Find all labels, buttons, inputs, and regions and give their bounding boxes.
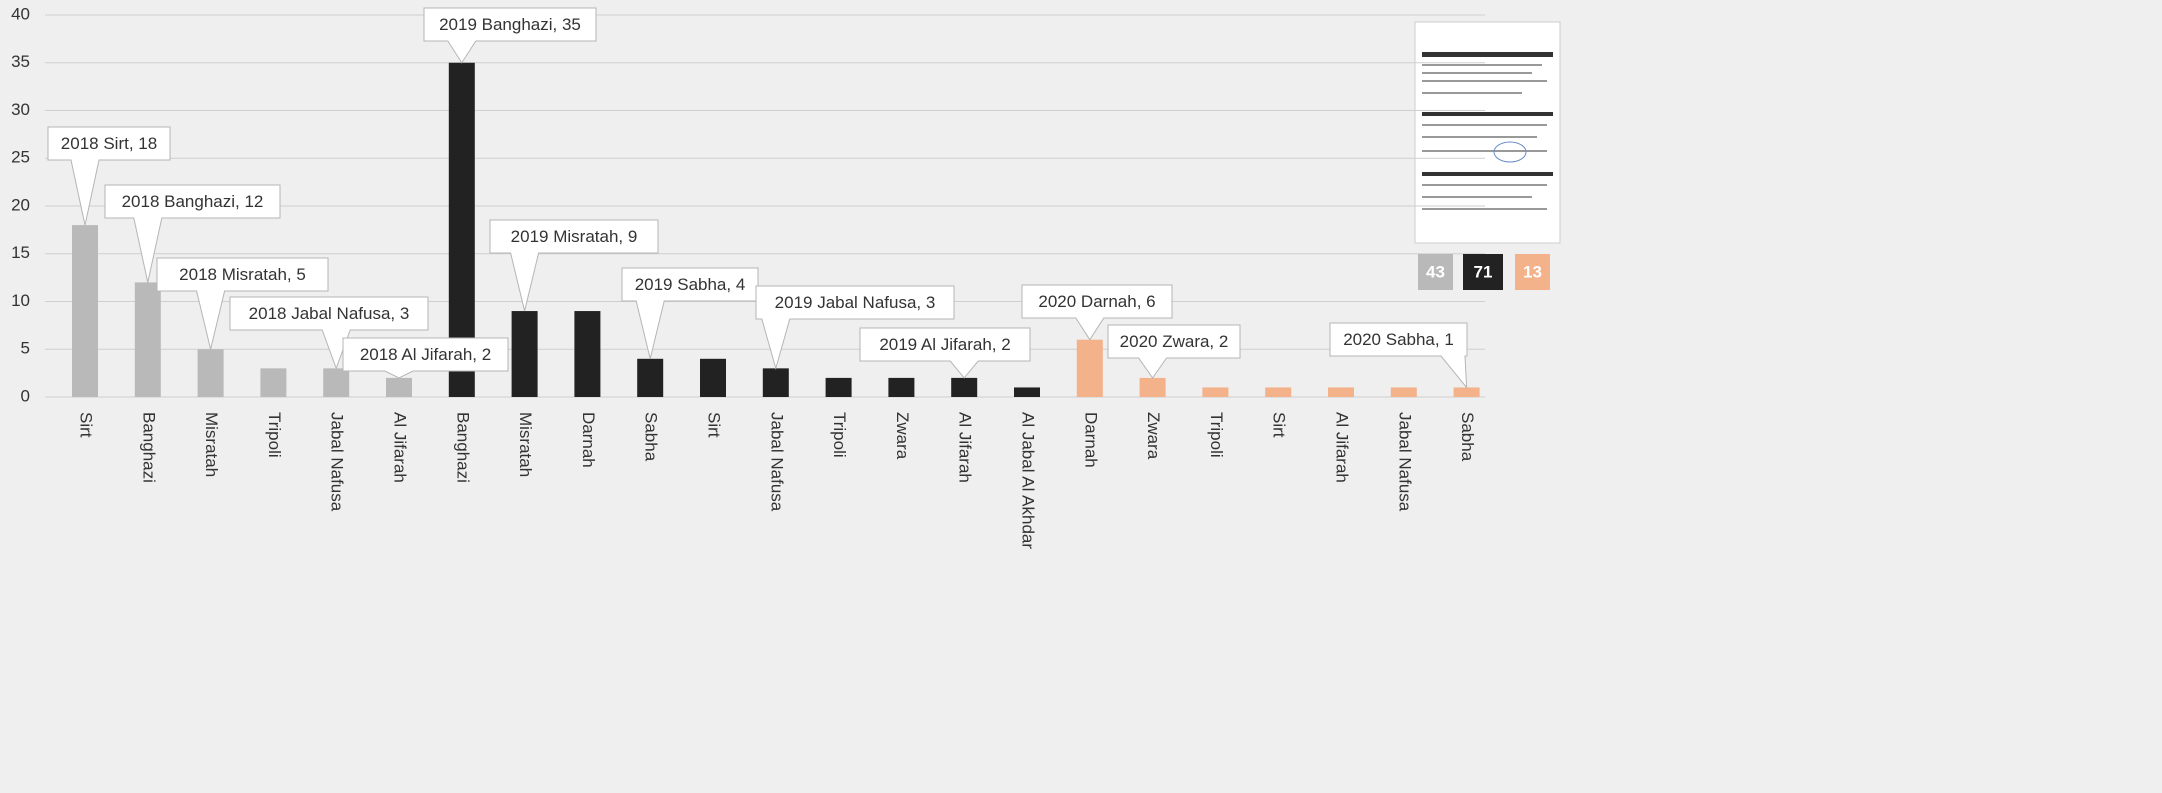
x-tick-label: Banghazi [139,412,158,483]
y-tick-label: 40 [11,4,30,23]
y-tick-label: 20 [11,195,30,214]
bar [763,368,789,397]
bar [574,311,600,397]
bar [700,359,726,397]
legend-total: 71 [1474,262,1493,281]
x-tick-label: Jabal Nafusa [328,412,347,512]
x-tick-label: Al Jifarah [956,412,975,483]
legend-total: 43 [1426,262,1445,281]
x-tick-label: Al Jabal Al Akhdar [1019,412,1038,549]
y-tick-label: 35 [11,52,30,71]
bar [1202,387,1228,397]
x-tick-label: Zwara [893,412,912,460]
data-label: 2019 Sabha, 4 [635,275,746,294]
document-thumbnail [1415,22,1560,243]
x-tick-label: Al Jifarah [391,412,410,483]
y-tick-label: 25 [11,148,30,167]
x-tick-label: Zwara [1144,412,1163,460]
bar [260,368,286,397]
data-label: 2018 Al Jifarah, 2 [360,345,491,364]
bar [951,378,977,397]
bar [1265,387,1291,397]
x-tick-label: Darnah [579,412,598,468]
bar [386,378,412,397]
x-tick-label: Tripoli [1207,412,1226,458]
x-tick-label: Al Jifarah [1333,412,1352,483]
bar [1014,387,1040,397]
data-label: 2018 Misratah, 5 [179,265,306,284]
data-label: 2019 Al Jifarah, 2 [879,335,1010,354]
data-label: 2019 Banghazi, 35 [439,15,581,34]
x-tick-label: Sabha [642,412,661,462]
legend-total: 13 [1523,262,1542,281]
bar [888,378,914,397]
bar [135,282,161,397]
bar [1140,378,1166,397]
data-label: 2020 Darnah, 6 [1038,292,1155,311]
x-tick-label: Banghazi [453,412,472,483]
data-label: 2018 Banghazi, 12 [122,192,264,211]
bar [72,225,98,397]
x-tick-label: Tripoli [830,412,849,458]
data-label: 2020 Zwara, 2 [1120,332,1229,351]
y-tick-label: 10 [11,291,30,310]
bar [323,368,349,397]
bar [198,349,224,397]
bar [512,311,538,397]
bar [1454,387,1480,397]
x-tick-label: Sirt [1270,412,1289,438]
x-tick-label: Sirt [705,412,724,438]
y-tick-label: 0 [21,386,30,405]
chart: 0 5 10 15 20 25 30 35 40 Sirt Banghazi Misratah Trip… [0,0,2162,793]
data-label: 2019 Misratah, 9 [511,227,638,246]
data-label: 2020 Sabha, 1 [1343,330,1454,349]
bar [826,378,852,397]
bar [637,359,663,397]
x-tick-label: Jabal Nafusa [1395,412,1414,512]
data-label: 2019 Jabal Nafusa, 3 [775,293,936,312]
data-label: 2018 Sirt, 18 [61,134,157,153]
x-tick-label: Misratah [516,412,535,477]
y-tick-label: 30 [11,100,30,119]
x-tick-label: Sabha [1458,412,1477,462]
y-tick-label: 5 [21,339,30,358]
x-tick-label: Darnah [1081,412,1100,468]
data-label: 2018 Jabal Nafusa, 3 [249,304,410,323]
x-tick-label: Misratah [202,412,221,477]
bar [1391,387,1417,397]
y-tick-label: 15 [11,243,30,262]
bar [1328,387,1354,397]
x-tick-label: Sirt [77,412,96,438]
bar [1077,340,1103,397]
x-tick-label: Jabal Nafusa [767,412,786,512]
x-tick-label: Tripoli [265,412,284,458]
